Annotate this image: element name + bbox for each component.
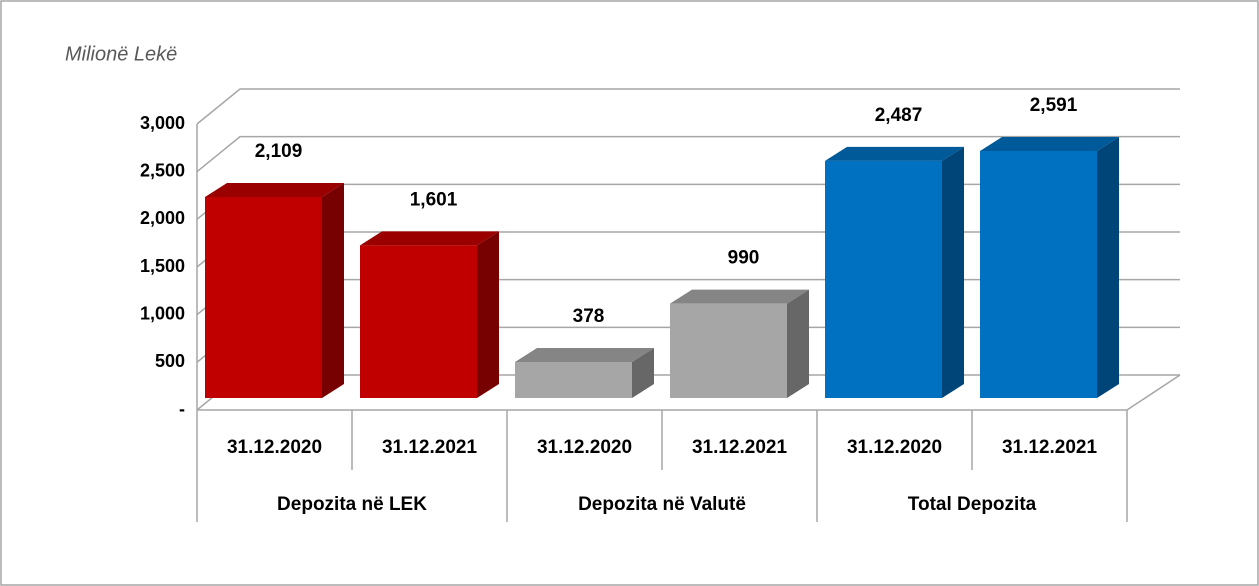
bar-front — [825, 160, 942, 398]
y-tick-label: 3,000 — [140, 113, 185, 133]
bar-side — [322, 182, 344, 398]
bar-front — [670, 303, 787, 398]
value-label: 2,591 — [1030, 95, 1078, 116]
value-label: 990 — [728, 248, 760, 269]
y-tick-label: - — [179, 399, 185, 419]
y-tick-label: 2,000 — [140, 208, 185, 228]
x-tick-label: 31.12.2021 — [1002, 437, 1098, 458]
bar-front — [205, 196, 322, 398]
bar-side — [787, 289, 809, 398]
bar — [670, 289, 809, 398]
value-label: 378 — [573, 306, 605, 327]
group-label: Total Depozita — [908, 494, 1037, 515]
chart-subtitle: Milionë Lekë — [65, 43, 177, 65]
bar — [825, 146, 964, 398]
bar-top — [205, 182, 344, 197]
y-tick-label: 1,500 — [140, 256, 185, 276]
group-label: Depozita në Valutë — [578, 494, 746, 515]
bar — [205, 182, 344, 398]
x-tick-label: 31.12.2020 — [537, 437, 632, 458]
bar-top — [980, 136, 1119, 151]
bar-front — [515, 361, 632, 398]
grid-line — [196, 135, 1180, 173]
bar-top — [825, 146, 964, 161]
bar-front — [360, 245, 477, 398]
value-label: 2,487 — [875, 105, 923, 126]
x-tick-label: 31.12.2021 — [382, 437, 478, 458]
y-tick-label: 1,000 — [140, 303, 185, 323]
bar — [515, 347, 654, 398]
value-label: 1,601 — [410, 189, 458, 210]
x-tick-label: 31.12.2021 — [692, 437, 788, 458]
bar — [360, 231, 499, 398]
x-tick-label: 31.12.2020 — [847, 437, 942, 458]
grid-line — [196, 88, 1180, 125]
bar-top — [515, 347, 654, 362]
bar-top — [360, 231, 499, 246]
bar-side — [632, 347, 654, 398]
x-tick-label: 31.12.2020 — [227, 437, 322, 458]
value-label: 2,109 — [255, 141, 303, 162]
bar-side — [942, 146, 964, 398]
y-tick-label: 2,500 — [140, 160, 185, 180]
bar-front — [980, 150, 1097, 398]
bar-side — [1097, 136, 1119, 398]
y-tick-label: 500 — [155, 351, 185, 371]
group-label: Depozita në LEK — [277, 494, 427, 515]
bar-side — [477, 231, 499, 398]
bar — [980, 136, 1119, 398]
bar-top — [670, 289, 809, 304]
